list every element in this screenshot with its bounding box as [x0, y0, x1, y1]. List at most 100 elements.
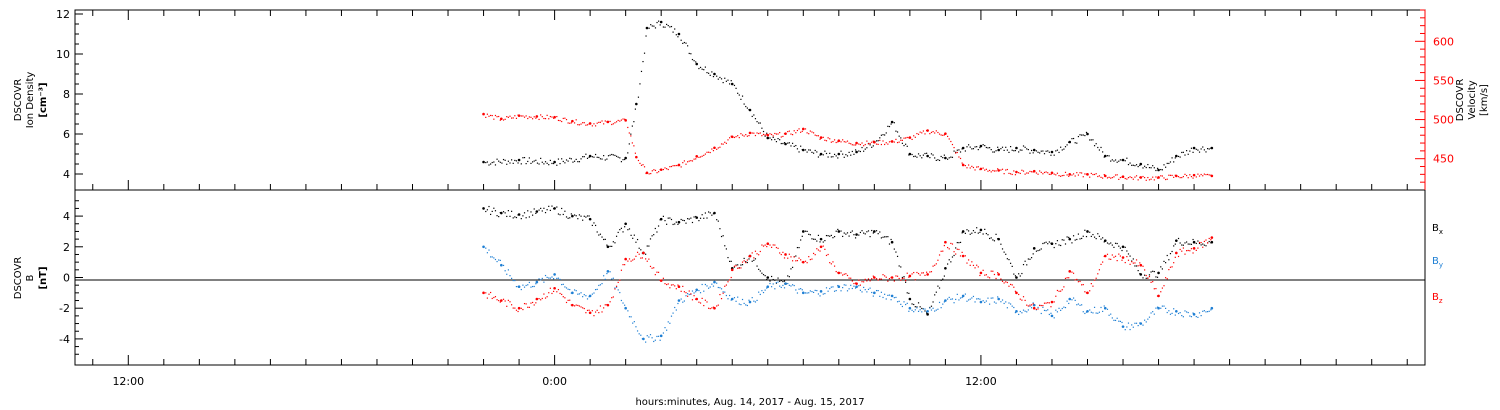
by-point	[1050, 314, 1054, 318]
bz-dot	[780, 253, 782, 256]
by-point	[855, 285, 858, 289]
velocity-point	[659, 168, 663, 171]
velocity-dot	[1056, 172, 1059, 174]
bx-dot	[1119, 247, 1121, 249]
bz-point	[588, 311, 592, 315]
bz-dot	[709, 307, 711, 310]
bz-dot	[543, 293, 545, 295]
by-dot	[1160, 307, 1162, 309]
by-dot	[514, 279, 516, 282]
legend-bz-sub: z	[1439, 297, 1443, 305]
by-dot	[968, 299, 970, 301]
density-dot	[645, 35, 647, 37]
bz-dot	[866, 280, 868, 282]
velocity-dot	[906, 136, 908, 139]
by-dot	[814, 289, 816, 292]
velocity-dot	[643, 166, 646, 168]
velocity-dot	[656, 172, 658, 174]
bx-dot	[1071, 242, 1073, 244]
by-dot	[737, 296, 739, 298]
density-dot	[1089, 139, 1091, 141]
velocity-dot	[992, 169, 994, 172]
density-dot	[583, 156, 585, 158]
density-dot	[1074, 142, 1076, 144]
density-dot	[491, 161, 493, 164]
bz-dot	[562, 296, 564, 298]
velocity-dot	[1134, 176, 1136, 178]
bz-point	[944, 240, 947, 244]
density-dot	[725, 80, 727, 82]
by-dot	[509, 275, 511, 277]
bz-dot	[1192, 252, 1194, 254]
bz-dot	[758, 254, 760, 256]
bz-dot	[1026, 304, 1028, 306]
density-dot	[929, 157, 931, 159]
by-dot	[1029, 305, 1031, 307]
density-dot	[869, 144, 871, 146]
by-dot	[832, 286, 834, 288]
by-dot	[685, 295, 687, 297]
by-dot	[494, 258, 497, 261]
velocity-dot	[840, 141, 842, 143]
bz-dot	[556, 291, 558, 293]
by-dot	[953, 302, 955, 304]
density-point	[784, 142, 787, 146]
density-dot	[955, 151, 957, 153]
bz-dot	[612, 296, 614, 298]
velocity-dot	[929, 133, 931, 135]
velocity-dot	[880, 143, 883, 146]
bx-dot	[577, 218, 579, 220]
bz-dot	[1129, 263, 1131, 265]
bz-dot	[1184, 253, 1186, 255]
time-tick-label: 0:00	[542, 375, 567, 388]
bx-dot	[594, 224, 597, 227]
density-dot	[1116, 161, 1118, 163]
bx-dot	[783, 280, 786, 282]
by-dot	[880, 291, 883, 293]
by-dot	[619, 291, 621, 294]
velocity-dot	[782, 135, 784, 138]
bz-dot	[947, 246, 949, 249]
bx-dot	[806, 230, 808, 233]
velocity-dot	[914, 136, 916, 138]
density-dot	[990, 148, 992, 151]
velocity-dot	[1108, 176, 1110, 178]
bz-dot	[1118, 253, 1120, 255]
bz-dot	[582, 307, 584, 309]
velocity-dot	[1026, 172, 1028, 174]
bz-dot	[641, 257, 644, 259]
bz-dot	[819, 250, 821, 252]
density-dot	[588, 156, 590, 158]
bz-dot	[1203, 240, 1205, 243]
bx-dot	[556, 206, 558, 208]
bx-dot	[633, 234, 635, 236]
velocity-dot	[706, 151, 708, 153]
velocity-dot	[708, 151, 710, 153]
density-point	[730, 82, 734, 86]
bx-dot	[604, 238, 606, 240]
density-label-line3: [cm⁻³]	[38, 82, 49, 117]
bz-dot	[893, 280, 895, 282]
by-dot	[947, 298, 949, 300]
by-dot	[622, 302, 624, 304]
density-dot	[642, 60, 644, 63]
velocity-dot	[751, 132, 753, 134]
bx-dot	[1009, 262, 1012, 264]
bx-dot	[761, 272, 763, 274]
density-dot	[601, 158, 603, 160]
bz-dot	[1095, 277, 1097, 279]
by-dot	[549, 277, 551, 279]
bz-dot	[636, 251, 639, 253]
density-dot	[596, 156, 598, 158]
velocity-dot	[814, 134, 816, 136]
b-label-line1: DSCOVR	[13, 257, 24, 300]
bx-dot	[549, 209, 551, 212]
velocity-dot	[509, 115, 511, 117]
density-dot	[940, 155, 942, 158]
density-dot	[1114, 159, 1117, 161]
velocity-dot	[617, 119, 619, 122]
bz-dot	[557, 288, 560, 291]
bx-dot	[854, 237, 857, 239]
bz-dot	[488, 293, 490, 295]
density-dot	[509, 162, 511, 164]
